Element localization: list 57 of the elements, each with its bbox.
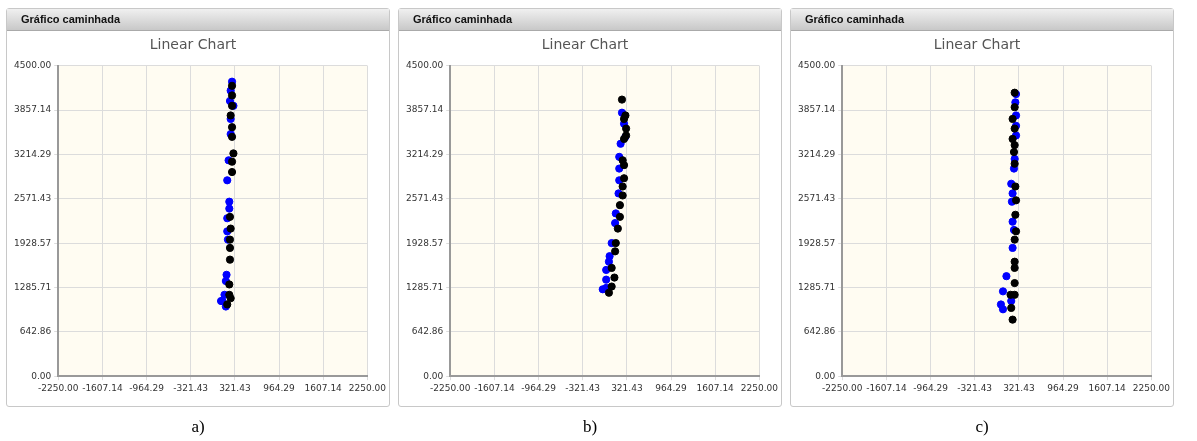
y-tick-label: 642.86 [19, 326, 52, 337]
chart-title: Gráfico caminhada [791, 9, 1173, 31]
x-tick-label: -1607.14 [474, 382, 515, 393]
y-tick-label: 1285.71 [406, 281, 444, 292]
y-tick-label: 0.00 [423, 370, 444, 381]
y-tick-label: 642.86 [803, 326, 836, 337]
x-tick-label: 964.29 [1047, 382, 1080, 393]
x-tick-label: -321.43 [173, 382, 209, 393]
y-tick-label: 0.00 [31, 370, 52, 381]
x-tick-label: 1607.14 [1088, 382, 1127, 393]
y-tick-label: 1928.57 [798, 237, 836, 248]
y-tick-label: 2571.43 [14, 193, 52, 204]
y-tick-label: 2571.43 [406, 193, 444, 204]
x-tick-label: -964.29 [129, 382, 165, 393]
x-tick-label: -2250.00 [37, 382, 79, 393]
x-tick-label: 1607.14 [696, 382, 735, 393]
y-tick-label: 4500.00 [406, 60, 444, 71]
x-tick-label: -964.29 [913, 382, 949, 393]
y-tick-label: 4500.00 [14, 60, 52, 71]
y-tick-label: 1928.57 [14, 237, 52, 248]
y-tick-label: 1285.71 [14, 281, 52, 292]
x-tick-label: 2250.00 [348, 382, 387, 393]
y-tick-label: 3214.29 [798, 148, 836, 159]
x-tick-label: 321.43 [1003, 382, 1035, 393]
text: b) [581, 417, 599, 437]
y-tick-label: 3857.14 [14, 104, 52, 115]
y-tick-label: 2571.43 [798, 193, 836, 204]
y-tick-label: 3214.29 [14, 148, 52, 159]
x-tick-label: 2250.00 [740, 382, 779, 393]
x-tick-label: -1607.14 [866, 382, 907, 393]
chart-subtitle: Linear Chart [933, 36, 1021, 53]
x-tick-label: -1607.14 [82, 382, 123, 393]
x-tick-label: 321.43 [611, 382, 643, 393]
y-tick-label: 3214.29 [406, 148, 444, 159]
x-tick-label: -2250.00 [429, 382, 471, 393]
x-tick-label: 2250.00 [1132, 382, 1171, 393]
y-tick-label: 1928.57 [406, 237, 444, 248]
x-tick-label: -2250.00 [821, 382, 863, 393]
y-tick-label: 3857.14 [798, 104, 836, 115]
x-tick-label: -321.43 [957, 382, 993, 393]
y-tick-label: 1285.71 [798, 281, 836, 292]
x-tick-label: -321.43 [565, 382, 601, 393]
text: c) [974, 417, 990, 437]
y-tick-label: 4500.00 [798, 60, 836, 71]
chart-title: Gráfico caminhada [399, 9, 781, 31]
x-tick-label: 964.29 [263, 382, 296, 393]
y-tick-label: 0.00 [815, 370, 836, 381]
chart-subtitle: Linear Chart [149, 36, 237, 53]
x-tick-label: -964.29 [521, 382, 557, 393]
x-tick-label: 964.29 [655, 382, 688, 393]
y-tick-label: 642.86 [411, 326, 444, 337]
x-tick-label: 321.43 [219, 382, 251, 393]
chart-subtitle: Linear Chart [541, 36, 629, 53]
y-tick-label: 3857.14 [406, 104, 444, 115]
text: a) [190, 417, 206, 437]
x-tick-label: 1607.14 [304, 382, 343, 393]
chart-title: Gráfico caminhada [7, 9, 389, 31]
